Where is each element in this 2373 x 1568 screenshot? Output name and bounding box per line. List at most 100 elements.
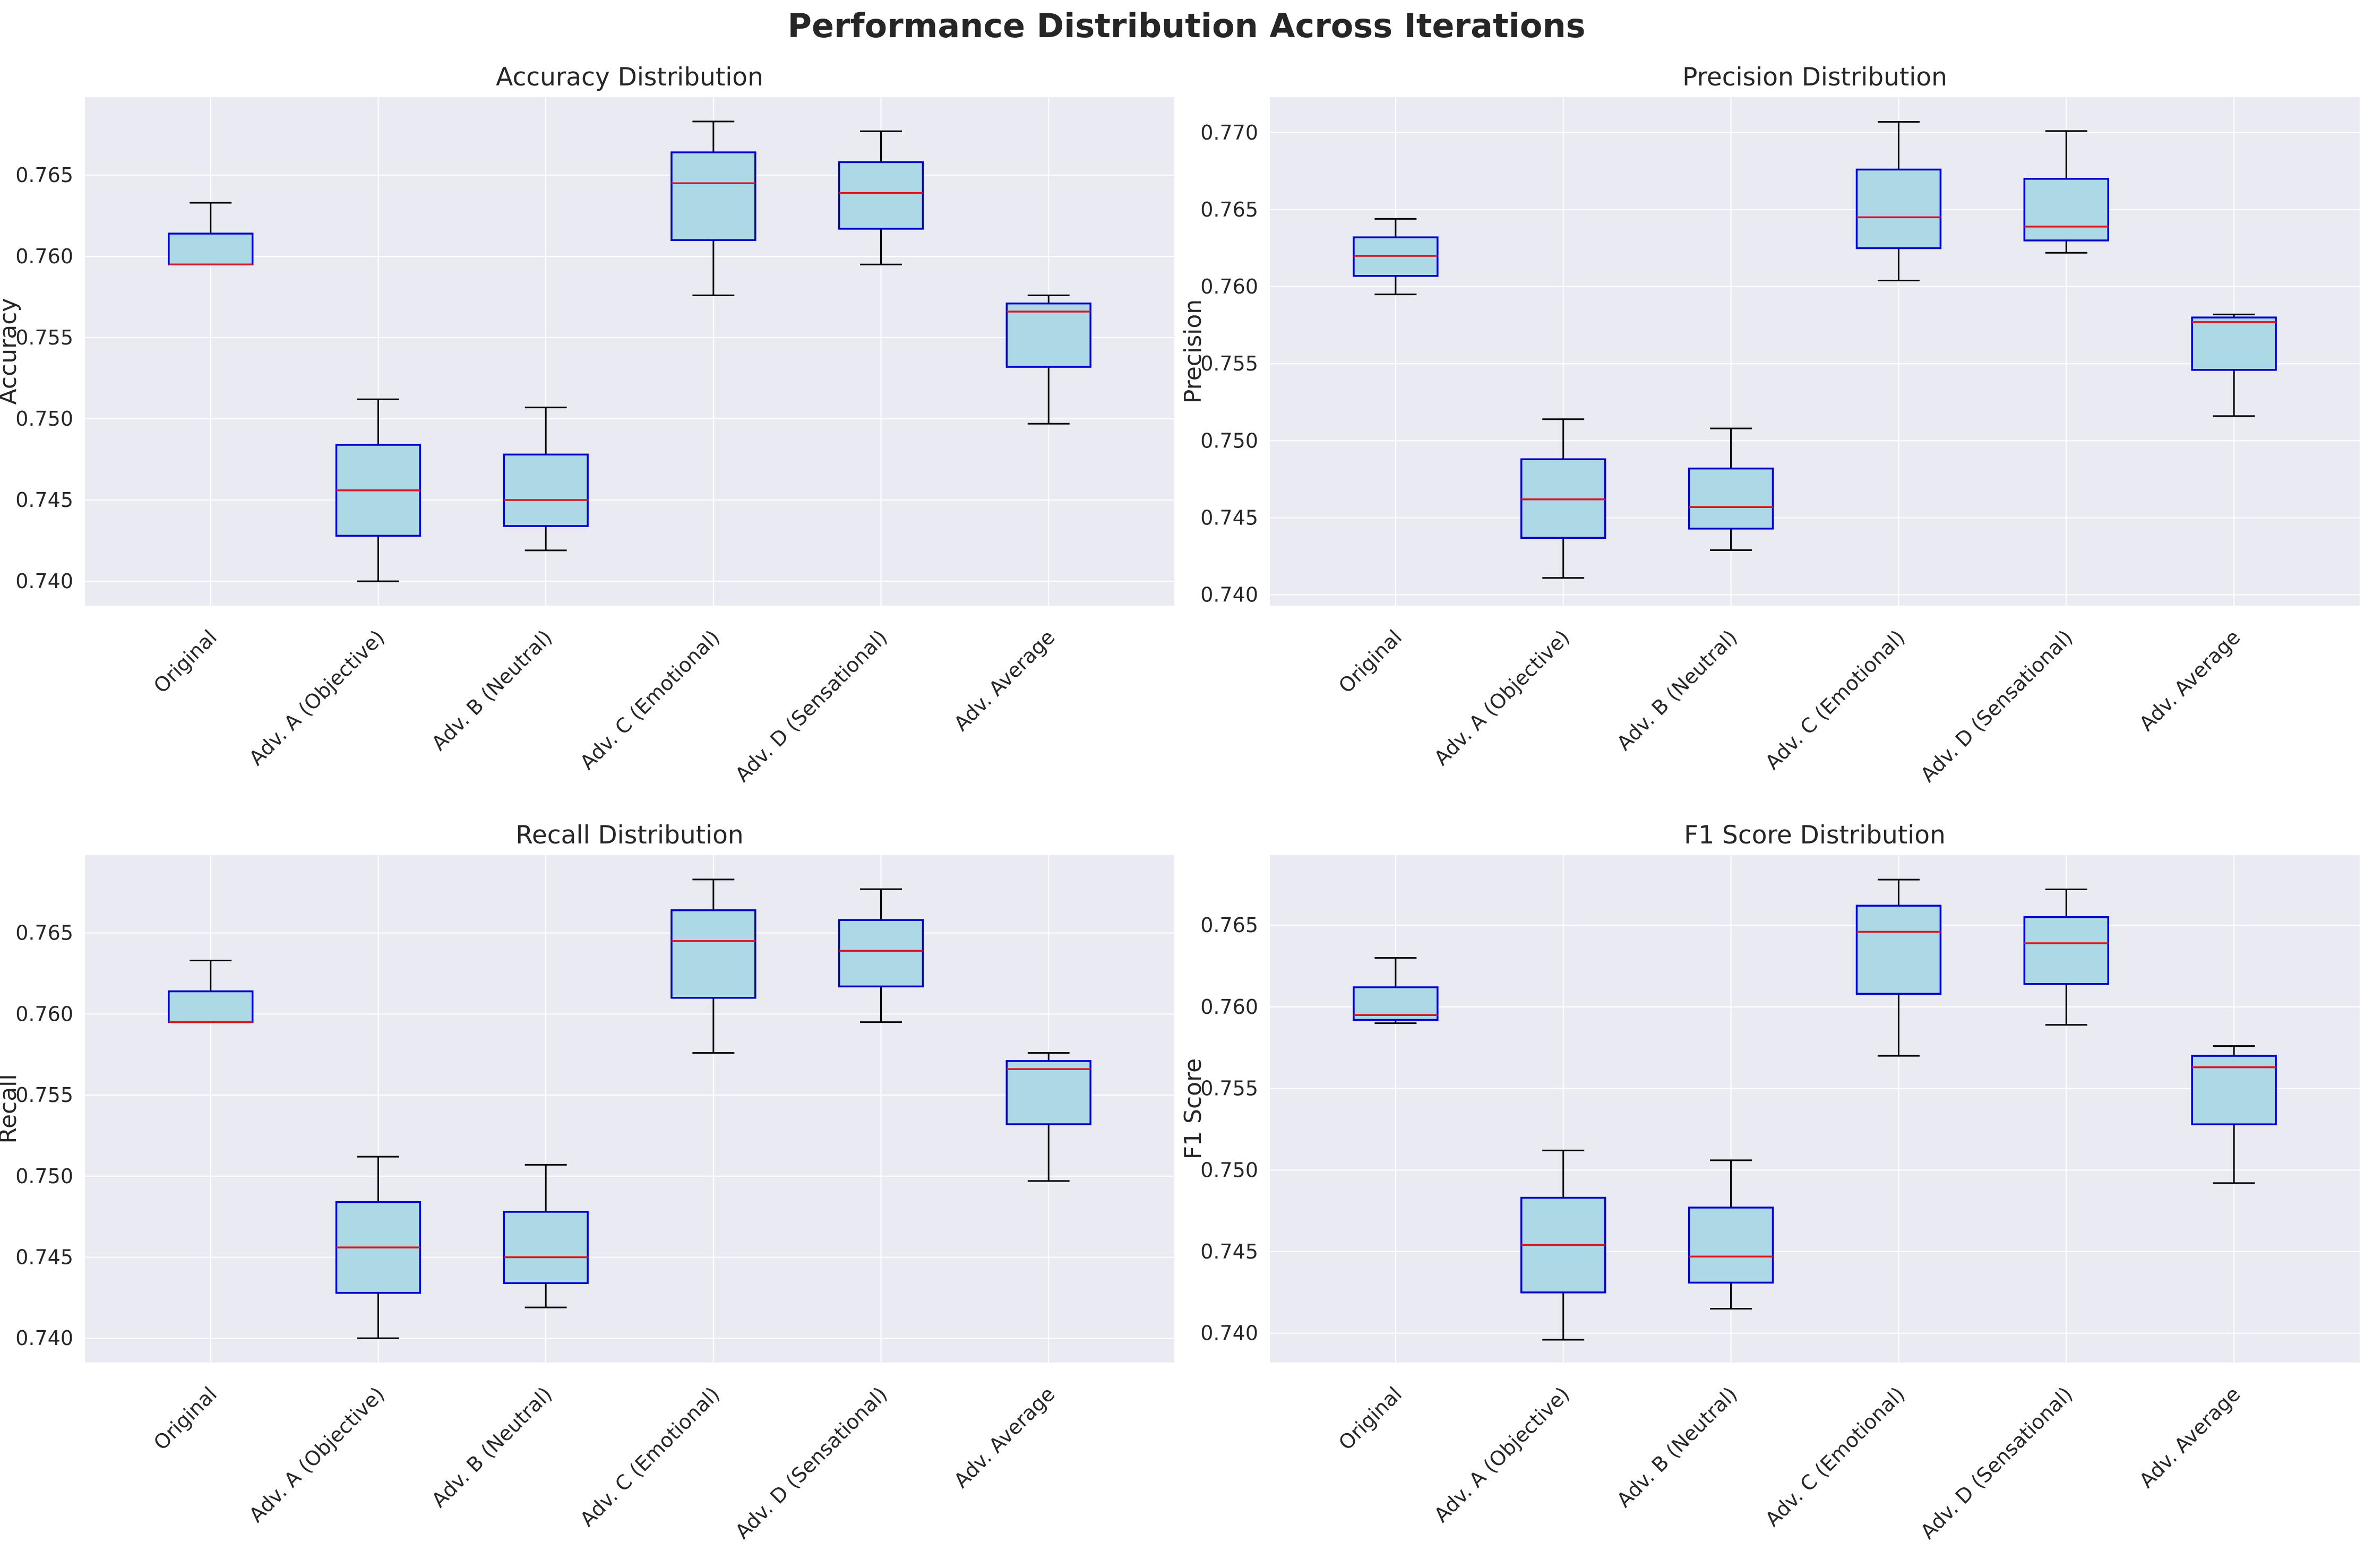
box-body bbox=[838, 919, 924, 988]
f1-score-xtick-label: Adv. B (Neutral) bbox=[1612, 1382, 1742, 1512]
precision-ytick-label: 0.755 bbox=[1200, 352, 1258, 375]
recall-box-5 bbox=[838, 888, 924, 1023]
box-body bbox=[2191, 1055, 2277, 1125]
precision-ytick-label: 0.765 bbox=[1200, 198, 1258, 221]
precision-ytick-label: 0.745 bbox=[1200, 506, 1258, 530]
f1-score-xtick-label: Adv. A (Objective) bbox=[1430, 1382, 1574, 1527]
box-body bbox=[1688, 467, 1774, 530]
box-body bbox=[2023, 178, 2109, 242]
precision-xtick-label: Original bbox=[1334, 625, 1406, 697]
recall-plot-area bbox=[85, 855, 1174, 1363]
accuracy-xtick-label: Adv. C (Emotional) bbox=[575, 625, 724, 774]
precision-title: Precision Distribution bbox=[1682, 63, 1947, 92]
precision-box-5 bbox=[2023, 130, 2109, 254]
f1-score-box-4 bbox=[1855, 878, 1942, 1057]
precision-box-4 bbox=[1855, 120, 1942, 281]
recall-box-3 bbox=[503, 1164, 589, 1308]
figure-title: Performance Distribution Across Iteratio… bbox=[787, 6, 1586, 45]
recall-xtick-label: Adv. D (Sensational) bbox=[730, 1382, 892, 1544]
accuracy-xtick-label: Adv. A (Objective) bbox=[245, 625, 389, 770]
accuracy-panel: 0.740 0.745 0.750 0.755 0.760 0.765 Original Ad… bbox=[0, 63, 1174, 787]
recall-panel: 0.740 0.745 0.750 0.755 0.760 0.765 Original Ad… bbox=[0, 821, 1174, 1544]
precision-xtick-label: Adv. Average bbox=[2135, 625, 2245, 735]
f1-score-title: F1 Score Distribution bbox=[1684, 821, 1946, 850]
box-body bbox=[1688, 1207, 1774, 1284]
accuracy-ytick-label: 0.755 bbox=[15, 326, 73, 349]
precision-box-2 bbox=[1520, 418, 1606, 579]
recall-xtick-label: Adv. Average bbox=[949, 1382, 1059, 1492]
accuracy-box-4 bbox=[670, 120, 756, 296]
accuracy-box-6 bbox=[1005, 294, 1091, 425]
f1-score-xtick-label: Adv. D (Sensational) bbox=[1916, 1382, 2077, 1544]
precision-panel: 0.740 0.745 0.750 0.755 0.760 0.765 0.770 Origi… bbox=[1180, 63, 2360, 787]
precision-box-1 bbox=[1353, 218, 1439, 296]
precision-plot-area bbox=[1270, 97, 2360, 606]
recall-ytick-label: 0.745 bbox=[15, 1245, 73, 1269]
recall-box-1 bbox=[168, 960, 254, 1023]
recall-ytick-label: 0.765 bbox=[15, 921, 73, 945]
f1-score-xtick-label: Original bbox=[1334, 1382, 1406, 1454]
precision-box-6 bbox=[2191, 313, 2277, 417]
f1-score-xtick-label: Adv. C (Emotional) bbox=[1761, 1382, 1910, 1531]
accuracy-ytick-label: 0.765 bbox=[15, 163, 73, 187]
box-body bbox=[670, 909, 756, 999]
box-body bbox=[2023, 916, 2109, 985]
precision-ytick-label: 0.760 bbox=[1200, 275, 1258, 298]
box-body bbox=[503, 453, 589, 527]
f1-score-box-2 bbox=[1520, 1149, 1606, 1341]
precision-ylabel: Precision bbox=[1180, 299, 1207, 403]
box-body bbox=[168, 232, 254, 266]
f1-score-box-5 bbox=[2023, 889, 2109, 1026]
precision-ytick-label: 0.750 bbox=[1200, 429, 1258, 452]
recall-ylabel: Recall bbox=[0, 1074, 22, 1143]
f1-score-plot-area bbox=[1270, 855, 2360, 1363]
f1-score-panel: 0.740 0.745 0.750 0.755 0.760 0.765 Original Ad… bbox=[1180, 821, 2360, 1544]
recall-box-6 bbox=[1005, 1052, 1091, 1182]
recall-xtick-label: Original bbox=[149, 1382, 221, 1454]
f1-score-box-3 bbox=[1688, 1159, 1774, 1310]
accuracy-xtick-label: Adv. D (Sensational) bbox=[730, 625, 892, 787]
accuracy-box-2 bbox=[335, 398, 422, 582]
recall-box-2 bbox=[335, 1156, 422, 1339]
accuracy-ytick-label: 0.745 bbox=[15, 488, 73, 512]
accuracy-plot-area bbox=[85, 97, 1174, 606]
recall-ytick-label: 0.750 bbox=[15, 1165, 73, 1188]
accuracy-box-3 bbox=[503, 407, 589, 552]
accuracy-ytick-label: 0.740 bbox=[15, 570, 73, 593]
f1-score-xtick-label: Adv. Average bbox=[2135, 1382, 2245, 1492]
f1-score-ytick-label: 0.765 bbox=[1200, 914, 1258, 937]
precision-box-3 bbox=[1688, 427, 1774, 551]
box-body bbox=[1855, 168, 1942, 249]
f1-score-ytick-label: 0.750 bbox=[1200, 1158, 1258, 1182]
accuracy-ytick-label: 0.760 bbox=[15, 245, 73, 268]
box-body bbox=[1005, 1060, 1091, 1125]
box-body bbox=[1855, 904, 1942, 995]
precision-ytick-label: 0.740 bbox=[1200, 583, 1258, 607]
box-body bbox=[1005, 302, 1091, 368]
recall-xtick-label: Adv. C (Emotional) bbox=[575, 1382, 724, 1531]
f1-score-ytick-label: 0.740 bbox=[1200, 1322, 1258, 1345]
precision-xtick-label: Adv. D (Sensational) bbox=[1916, 625, 2077, 787]
accuracy-xtick-label: Original bbox=[149, 625, 221, 697]
recall-xtick-label: Adv. B (Neutral) bbox=[427, 1382, 556, 1512]
box-body bbox=[503, 1211, 589, 1285]
recall-ytick-label: 0.740 bbox=[15, 1326, 73, 1350]
f1-score-ytick-label: 0.745 bbox=[1200, 1240, 1258, 1263]
f1-score-ytick-label: 0.755 bbox=[1200, 1077, 1258, 1100]
precision-xtick-label: Adv. C (Emotional) bbox=[1761, 625, 1910, 774]
recall-ytick-label: 0.755 bbox=[15, 1083, 73, 1107]
accuracy-title: Accuracy Distribution bbox=[496, 63, 763, 92]
recall-ytick-label: 0.760 bbox=[15, 1002, 73, 1026]
recall-title: Recall Distribution bbox=[515, 821, 743, 850]
recall-xtick-label: Adv. A (Objective) bbox=[245, 1382, 389, 1527]
accuracy-xtick-label: Adv. Average bbox=[949, 625, 1059, 735]
box-body bbox=[2191, 316, 2277, 371]
accuracy-xtick-label: Adv. B (Neutral) bbox=[427, 625, 556, 755]
recall-box-4 bbox=[670, 878, 756, 1054]
precision-xtick-label: Adv. B (Neutral) bbox=[1612, 625, 1742, 755]
box-body bbox=[838, 161, 924, 230]
box-body bbox=[670, 151, 756, 242]
precision-xtick-label: Adv. A (Objective) bbox=[1430, 625, 1574, 770]
f1-score-box-1 bbox=[1353, 957, 1439, 1024]
